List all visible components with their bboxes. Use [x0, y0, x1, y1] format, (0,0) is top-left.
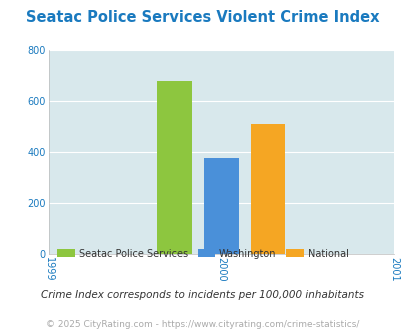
- Text: Crime Index corresponds to incidents per 100,000 inhabitants: Crime Index corresponds to incidents per…: [41, 290, 364, 300]
- Bar: [157, 82, 192, 254]
- Bar: [250, 124, 284, 254]
- Text: Seatac Police Services Violent Crime Index: Seatac Police Services Violent Crime Ind…: [26, 10, 379, 25]
- Bar: [204, 158, 238, 254]
- Legend: Seatac Police Services, Washington, National: Seatac Police Services, Washington, Nati…: [53, 245, 352, 262]
- Text: © 2025 CityRating.com - https://www.cityrating.com/crime-statistics/: © 2025 CityRating.com - https://www.city…: [46, 320, 359, 329]
